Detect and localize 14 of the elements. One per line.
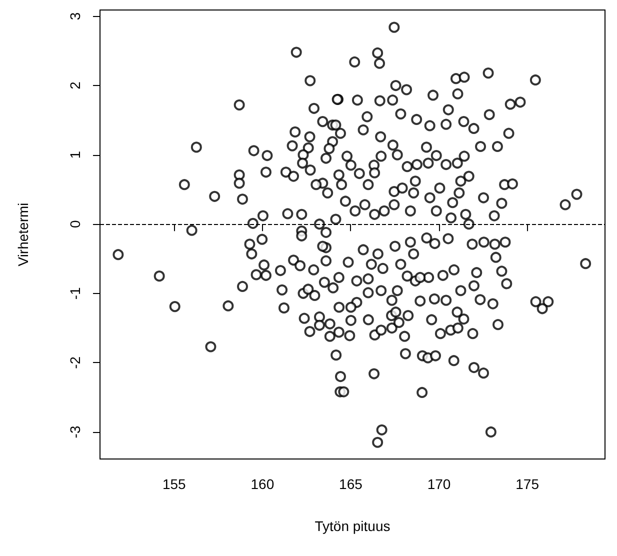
x-tick-label: 155 xyxy=(162,476,186,492)
y-tick-label: -3 xyxy=(67,426,83,438)
x-tick-label: 175 xyxy=(516,476,540,492)
x-tick-label: 165 xyxy=(339,476,363,492)
y-tick-label: 0 xyxy=(67,220,83,228)
y-tick-label: 3 xyxy=(67,12,83,20)
y-tick-label: 2 xyxy=(67,81,83,90)
x-tick-label: 160 xyxy=(250,476,274,492)
y-axis-title: Virhetermi xyxy=(15,202,31,266)
y-tick-label: 1 xyxy=(67,150,83,159)
x-axis-title: Tytön pituus xyxy=(314,518,390,534)
y-tick-label: -1 xyxy=(67,286,83,300)
x-tick-label: 170 xyxy=(427,476,451,492)
y-tick-label: -2 xyxy=(67,356,83,369)
